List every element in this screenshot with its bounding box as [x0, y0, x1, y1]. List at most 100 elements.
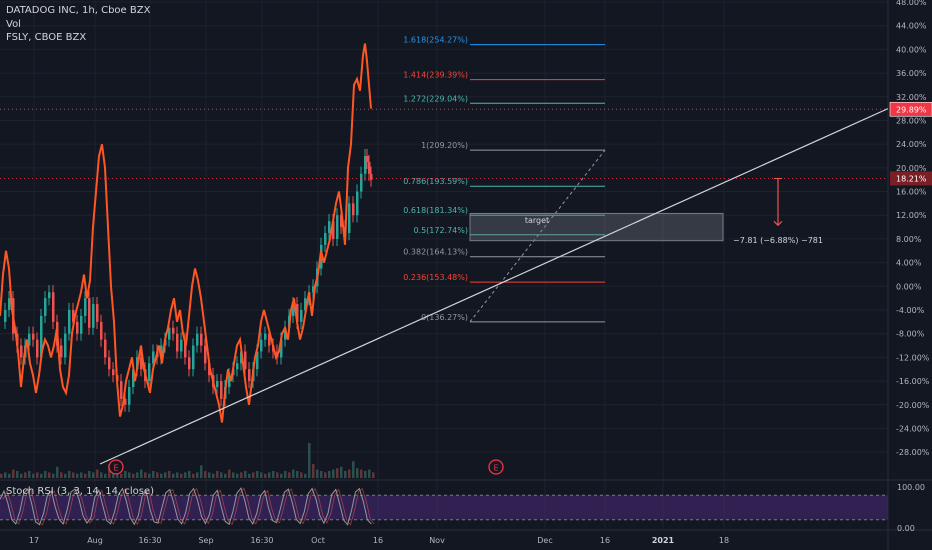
- fib-level-label: 1.272(229.04%): [403, 94, 468, 103]
- candle-body: [96, 304, 99, 322]
- volume-bar: [344, 471, 347, 478]
- candle-body: [124, 398, 127, 405]
- fib-level-label: 0(136.27%): [421, 313, 468, 322]
- candle-body: [52, 292, 55, 322]
- volume-bar: [36, 472, 39, 478]
- candle-body: [160, 345, 163, 358]
- volume-bar: [16, 471, 19, 478]
- volume-bar: [8, 473, 11, 478]
- y-tick-label: -28.00%: [896, 448, 930, 457]
- volume-bar: [252, 472, 255, 478]
- y-tick-label: 24.00%: [896, 140, 927, 149]
- volume-bar: [232, 472, 235, 478]
- candle-body: [192, 345, 195, 370]
- candle-body: [312, 286, 315, 293]
- volume-bar: [280, 473, 283, 478]
- y-tick-label: -24.00%: [896, 424, 930, 433]
- x-tick-label: Oct: [311, 536, 325, 545]
- fib-level-label: 0.5(172.74%): [413, 226, 468, 235]
- volume-bar: [244, 471, 247, 478]
- volume-bar: [176, 472, 179, 478]
- volume-bar: [332, 469, 335, 478]
- x-tick-label: 2021: [652, 536, 675, 545]
- volume-bars: [0, 443, 375, 478]
- volume-bar: [44, 471, 47, 478]
- volume-bar: [124, 471, 127, 478]
- volume-bar: [272, 471, 275, 478]
- volume-bar: [184, 472, 187, 478]
- candle-body: [92, 304, 95, 328]
- compare-line: [0, 43, 372, 423]
- candle-body: [236, 363, 239, 370]
- candle-body: [8, 298, 11, 310]
- candle-body: [356, 191, 359, 216]
- y-tick-label: 40.00%: [896, 45, 927, 54]
- legend-volume[interactable]: Vol: [6, 19, 21, 30]
- volume-bar: [352, 461, 355, 478]
- volume-bar: [212, 473, 215, 478]
- candle-body: [228, 375, 231, 387]
- y-tick-label: 36.00%: [896, 69, 927, 78]
- volume-bar: [164, 472, 167, 478]
- volume-bar: [116, 472, 119, 478]
- y-tick-label: 0.00%: [896, 282, 922, 291]
- candle-body: [366, 156, 369, 162]
- volume-bar: [140, 469, 143, 478]
- candle-body: [20, 345, 23, 358]
- candle-body: [244, 351, 247, 370]
- measure-arrow-head: [773, 220, 783, 227]
- volume-bar: [40, 473, 43, 478]
- candle-body: [292, 304, 295, 316]
- y-tick-label: -12.00%: [896, 353, 930, 362]
- candle-body: [172, 327, 175, 334]
- stoch-k-line: [0, 487, 372, 526]
- candle-body: [340, 215, 343, 228]
- volume-bar: [136, 472, 139, 478]
- volume-bar: [296, 471, 299, 478]
- candle-body: [168, 327, 171, 340]
- candle-body: [248, 369, 251, 382]
- volume-bar: [204, 471, 207, 478]
- candle-body: [104, 339, 107, 358]
- candle-body: [284, 327, 287, 340]
- candle-body: [176, 333, 179, 352]
- candle-body: [180, 339, 183, 352]
- candle-body: [336, 215, 339, 239]
- candle-body: [32, 333, 35, 340]
- volume-bar: [200, 465, 203, 478]
- volume-bar: [220, 472, 223, 478]
- candle-body: [370, 173, 373, 180]
- drawing-tools[interactable]: target −7.81 (−6.88%) −781 E E: [0, 108, 889, 475]
- legend-main-symbol[interactable]: DATADOG INC, 1h, Cboe BZX: [6, 5, 151, 16]
- volume-bar: [64, 473, 67, 478]
- legend-compare-symbol[interactable]: FSLY, CBOE BZX: [6, 32, 87, 43]
- volume-bar: [348, 469, 351, 478]
- candle-body: [80, 315, 83, 334]
- volume-bar: [72, 472, 75, 478]
- x-tick-label: 16:30: [250, 536, 273, 545]
- volume-bar: [260, 472, 263, 478]
- legend-stoch-rsi[interactable]: Stoch RSI (3, 3, 14, 14, close): [6, 486, 154, 497]
- volume-bar: [28, 471, 31, 478]
- price-axis[interactable]: 48.00% 44.00% 40.00% 36.00% 32.00% 28.00% 24.0…: [889, 0, 932, 457]
- candle-body: [100, 321, 103, 340]
- candle-body: [76, 321, 79, 334]
- volume-bar: [248, 473, 251, 478]
- y-tick-label: 16.00%: [896, 188, 927, 197]
- y-tick-label: 44.00%: [896, 22, 927, 31]
- volume-bar: [24, 472, 27, 478]
- earnings-marker-label: E: [113, 464, 118, 473]
- earnings-marker: [108, 459, 124, 475]
- volume-bar: [48, 472, 51, 478]
- fibonacci-extension[interactable]: 1.618(254.27%) 1.414(239.39%) 1.272(229.04…: [403, 36, 606, 323]
- time-axis[interactable]: 17 Aug 16:30 Sep 16:30 Oct 16 Nov Dec 16 2021 18: [29, 536, 729, 545]
- volume-bar: [188, 471, 191, 478]
- y-tick-label: -16.00%: [896, 377, 930, 386]
- candle-body: [152, 351, 155, 364]
- volume-bar: [180, 473, 183, 478]
- volume-bar: [60, 472, 63, 478]
- volume-bar: [288, 472, 291, 478]
- y-tick-label: 20.00%: [896, 164, 927, 173]
- volume-bar: [156, 472, 159, 478]
